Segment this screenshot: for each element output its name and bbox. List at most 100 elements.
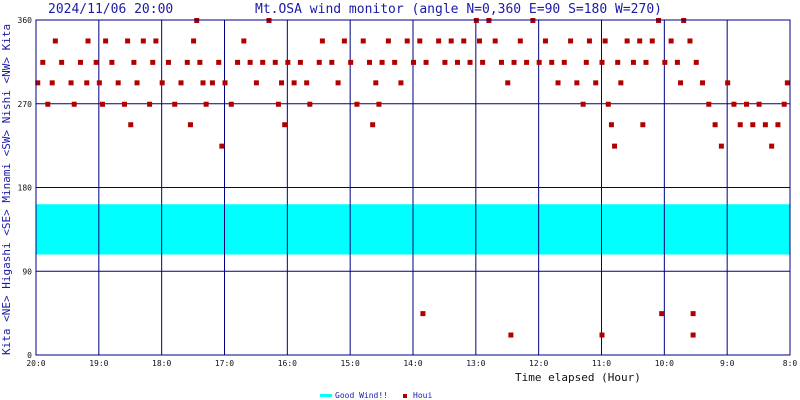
x-tick-label: 14:0	[403, 359, 422, 368]
data-point	[769, 143, 775, 149]
data-point	[59, 59, 65, 65]
data-point	[93, 59, 99, 65]
data-point	[329, 59, 335, 65]
data-point	[348, 59, 354, 65]
data-point	[370, 122, 376, 128]
data-point	[128, 122, 134, 128]
legend-swatch-houi	[403, 394, 407, 398]
data-point	[674, 59, 680, 65]
data-point	[784, 80, 790, 86]
data-point	[599, 332, 605, 338]
data-point	[593, 80, 599, 86]
x-axis-label: Time elapsed (Hour)	[515, 371, 641, 384]
data-point	[279, 80, 285, 86]
legend: Good Wind!! Houi	[320, 391, 432, 400]
data-point	[640, 122, 646, 128]
x-tick-label: 11:0	[592, 359, 611, 368]
data-point	[147, 101, 153, 107]
y-tick-label: 180	[18, 184, 33, 193]
data-point	[216, 59, 222, 65]
data-point	[367, 59, 373, 65]
data-point	[467, 59, 473, 65]
data-point	[153, 38, 159, 44]
data-point	[235, 59, 241, 65]
legend-swatch-good-wind	[320, 394, 332, 397]
x-tick-label: 17:0	[215, 359, 234, 368]
data-point	[417, 38, 423, 44]
data-point	[184, 59, 190, 65]
timestamp: 2024/11/06 20:00	[48, 2, 173, 17]
data-point	[341, 38, 347, 44]
data-point	[706, 101, 712, 107]
data-point	[561, 59, 567, 65]
data-point	[420, 311, 426, 317]
data-point	[68, 80, 74, 86]
data-point	[275, 101, 281, 107]
data-point	[99, 101, 105, 107]
data-point	[109, 59, 115, 65]
data-point	[624, 38, 630, 44]
plot-frame	[35, 19, 791, 356]
data-point	[542, 38, 548, 44]
data-point	[436, 38, 442, 44]
data-point	[480, 59, 486, 65]
data-point	[385, 38, 391, 44]
data-point	[608, 122, 614, 128]
data-point	[712, 122, 718, 128]
y-tick-label: 360	[18, 16, 33, 25]
data-point	[187, 122, 193, 128]
data-point	[744, 101, 750, 107]
x-tick-label: 20:0	[26, 359, 45, 368]
data-point	[461, 38, 467, 44]
data-point	[762, 122, 768, 128]
data-point	[40, 59, 46, 65]
data-point	[687, 38, 693, 44]
data-point	[319, 38, 325, 44]
data-point	[398, 80, 404, 86]
data-point	[775, 122, 781, 128]
data-point	[404, 38, 410, 44]
data-point	[360, 38, 366, 44]
chart-title: Mt.OSA wind monitor (angle N=0,360 E=90 …	[255, 2, 662, 17]
data-point	[35, 80, 41, 86]
data-point	[637, 38, 643, 44]
data-point	[85, 38, 91, 44]
data-point	[316, 59, 322, 65]
data-point	[304, 80, 310, 86]
data-point	[524, 59, 530, 65]
y-axis-ticks: 0 90 180 270 360	[18, 16, 33, 360]
data-point	[492, 38, 498, 44]
data-point	[508, 332, 514, 338]
legend-label-good-wind: Good Wind!!	[335, 391, 388, 400]
data-point	[253, 80, 259, 86]
data-point	[643, 59, 649, 65]
data-point	[282, 122, 288, 128]
data-point	[392, 59, 398, 65]
data-point	[583, 59, 589, 65]
x-tick-label: 12:0	[529, 359, 548, 368]
data-point	[605, 101, 611, 107]
data-point	[335, 80, 341, 86]
data-point	[586, 38, 592, 44]
x-tick-label: 19:0	[89, 359, 108, 368]
data-point	[750, 122, 756, 128]
data-point	[549, 59, 555, 65]
x-tick-label: 10:0	[655, 359, 674, 368]
data-point	[718, 143, 724, 149]
data-point	[662, 59, 668, 65]
data-point	[731, 101, 737, 107]
y-tick-label: 0	[27, 351, 32, 360]
data-point	[121, 101, 127, 107]
data-point	[511, 59, 517, 65]
data-point	[272, 59, 278, 65]
data-point	[615, 59, 621, 65]
x-tick-label: 16:0	[278, 359, 297, 368]
data-point	[756, 101, 762, 107]
data-point	[498, 59, 504, 65]
x-tick-label: 18:0	[152, 359, 171, 368]
y-tick-label: 270	[18, 100, 33, 109]
data-point	[649, 38, 655, 44]
data-point	[379, 59, 385, 65]
data-point	[354, 101, 360, 107]
